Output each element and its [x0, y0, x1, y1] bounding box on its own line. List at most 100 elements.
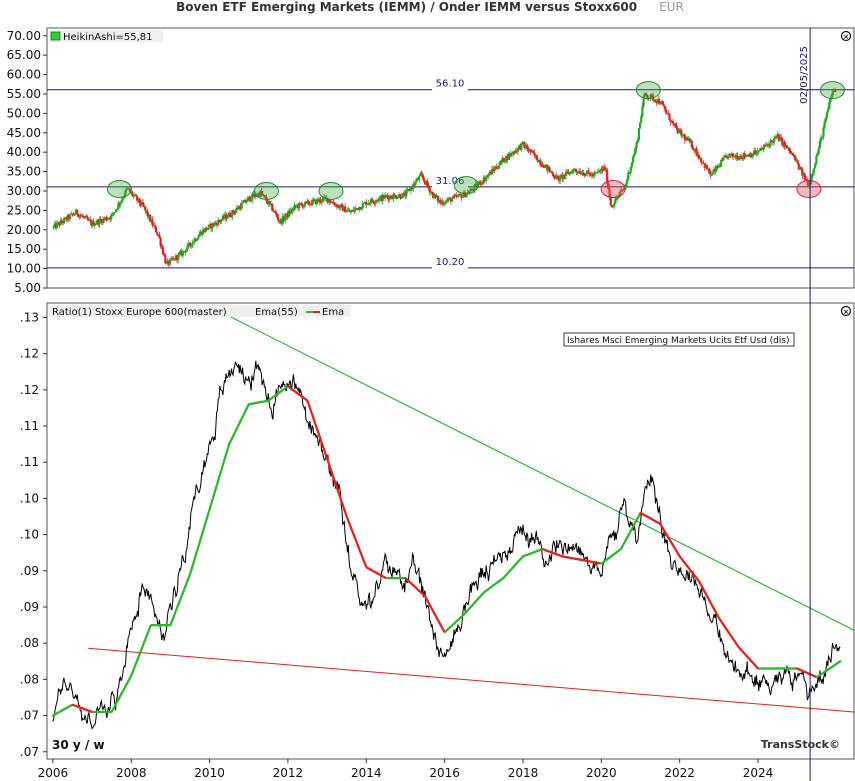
- candle-up: [353, 209, 356, 212]
- candle-up: [778, 137, 782, 141]
- candle-up: [172, 258, 175, 260]
- candle-down: [266, 201, 269, 204]
- candle-up: [677, 129, 680, 134]
- candle-up: [241, 202, 244, 204]
- candle-up: [564, 171, 568, 176]
- candle-down: [576, 171, 579, 173]
- candle-down: [214, 222, 217, 224]
- bottom-panel-close-icon[interactable]: ×: [840, 305, 852, 317]
- candle-down: [71, 213, 74, 215]
- candle-down: [76, 209, 79, 215]
- candle-down: [139, 203, 142, 206]
- candle-up: [569, 171, 572, 173]
- candle-up: [395, 198, 398, 200]
- candle-down: [582, 172, 585, 176]
- candle-up: [581, 172, 584, 174]
- candle-up: [474, 183, 477, 185]
- candle-down: [389, 195, 393, 198]
- candle-down: [403, 192, 407, 197]
- candle-down: [80, 215, 83, 217]
- svg-text:×: ×: [843, 33, 849, 41]
- candle-down: [171, 258, 174, 260]
- candle-down: [675, 125, 678, 129]
- candle-up: [830, 94, 833, 99]
- candle-up: [320, 201, 323, 203]
- x-tick-label: 2022: [664, 766, 695, 780]
- candle-up: [756, 150, 759, 154]
- candle-up: [414, 181, 417, 185]
- candle-down: [508, 154, 511, 157]
- candle-up: [381, 195, 384, 201]
- candle-up: [696, 154, 699, 156]
- candle-up: [392, 194, 395, 200]
- candle-up: [517, 145, 521, 148]
- candle-up: [57, 222, 60, 224]
- top-y-tick-label: 65.00: [7, 48, 41, 62]
- candle-up: [91, 221, 94, 226]
- candle-up: [187, 242, 190, 245]
- candle-up: [349, 211, 353, 213]
- candle-down: [780, 137, 783, 139]
- candle-up: [802, 173, 805, 176]
- candle-down: [328, 199, 331, 203]
- candle-up: [509, 152, 512, 157]
- candle-up: [747, 154, 750, 157]
- candle-up: [443, 203, 447, 205]
- candle-down: [492, 168, 495, 170]
- candle-up: [369, 199, 373, 204]
- candle-down: [556, 175, 559, 177]
- candle-up: [289, 209, 293, 214]
- candle-up: [107, 218, 110, 220]
- candle-down: [606, 169, 609, 184]
- candle-down: [291, 209, 294, 211]
- candle-up: [450, 198, 454, 202]
- candle-up: [367, 203, 370, 205]
- candle-down: [268, 201, 272, 204]
- x-tick-label: 2008: [116, 766, 147, 780]
- candle-down: [200, 231, 203, 235]
- candle-up: [98, 218, 101, 225]
- candle-down: [141, 202, 145, 206]
- candle-down: [479, 181, 482, 185]
- candle-up: [313, 199, 316, 201]
- candle-up: [505, 156, 508, 162]
- candle-up: [521, 141, 524, 144]
- green-circle-marker: [106, 180, 132, 199]
- candle-up: [600, 168, 603, 172]
- candle-down: [519, 145, 522, 150]
- candle-down: [574, 168, 577, 171]
- candle-up: [616, 197, 619, 199]
- candle-up: [140, 202, 143, 206]
- candle-down: [563, 174, 566, 176]
- candle-up: [637, 128, 641, 140]
- candle-down: [355, 208, 358, 210]
- candle-up: [627, 172, 630, 180]
- candle-down: [535, 154, 538, 160]
- candle-down: [157, 234, 160, 236]
- candle-up: [787, 147, 790, 149]
- candle-up: [193, 238, 196, 243]
- candle-down: [282, 216, 286, 221]
- top-panel-close-icon[interactable]: ×: [840, 30, 852, 42]
- candle-up: [106, 218, 109, 221]
- candle-down: [408, 189, 411, 191]
- candle-down: [650, 94, 653, 96]
- candle-down: [244, 200, 247, 203]
- candle-up: [73, 214, 76, 216]
- candle-up: [811, 172, 814, 175]
- candle-up: [469, 188, 472, 192]
- candle-up: [461, 195, 464, 198]
- candle-up: [817, 148, 820, 154]
- candle-down: [237, 207, 240, 210]
- candle-up: [619, 191, 622, 195]
- candle-up: [87, 219, 91, 221]
- candle-up: [383, 195, 387, 199]
- candle-up: [596, 171, 599, 173]
- candle-up: [530, 150, 534, 153]
- candle-down: [483, 177, 487, 181]
- candle-down: [570, 171, 574, 174]
- candle-down: [329, 202, 333, 204]
- candle-down: [510, 152, 514, 155]
- candle-down: [721, 159, 724, 161]
- candle-up: [580, 173, 583, 175]
